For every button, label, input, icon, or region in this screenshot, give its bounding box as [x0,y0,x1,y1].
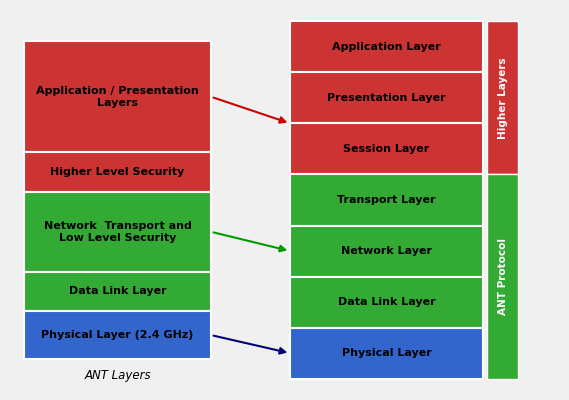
Text: Network Layer: Network Layer [341,246,432,256]
FancyBboxPatch shape [290,123,483,174]
FancyBboxPatch shape [487,174,518,379]
FancyBboxPatch shape [24,192,211,272]
FancyBboxPatch shape [24,41,211,152]
FancyBboxPatch shape [290,72,483,123]
FancyBboxPatch shape [290,174,483,226]
FancyBboxPatch shape [290,277,483,328]
Text: ANT Layers: ANT Layers [84,369,151,382]
Text: Presentation Layer: Presentation Layer [327,93,446,103]
FancyBboxPatch shape [24,152,211,192]
FancyBboxPatch shape [487,21,518,174]
Text: Higher Layers: Higher Layers [498,57,508,139]
Text: Data Link Layer: Data Link Layer [69,286,166,296]
Text: Application Layer: Application Layer [332,42,441,52]
Text: Network  Transport and
Low Level Security: Network Transport and Low Level Security [43,221,191,242]
Text: Physical Layer: Physical Layer [341,348,431,358]
Text: Application / Presentation
Layers: Application / Presentation Layers [36,86,199,108]
Text: Session Layer: Session Layer [343,144,430,154]
FancyBboxPatch shape [290,328,483,379]
Text: Data Link Layer: Data Link Layer [337,297,435,307]
FancyBboxPatch shape [290,21,483,72]
Text: ANT Protocol: ANT Protocol [498,238,508,315]
Text: Higher Level Security: Higher Level Security [50,167,184,177]
Text: Physical Layer (2.4 GHz): Physical Layer (2.4 GHz) [42,330,193,340]
FancyBboxPatch shape [24,311,211,359]
Text: Transport Layer: Transport Layer [337,195,436,205]
FancyBboxPatch shape [290,226,483,277]
FancyBboxPatch shape [24,272,211,311]
